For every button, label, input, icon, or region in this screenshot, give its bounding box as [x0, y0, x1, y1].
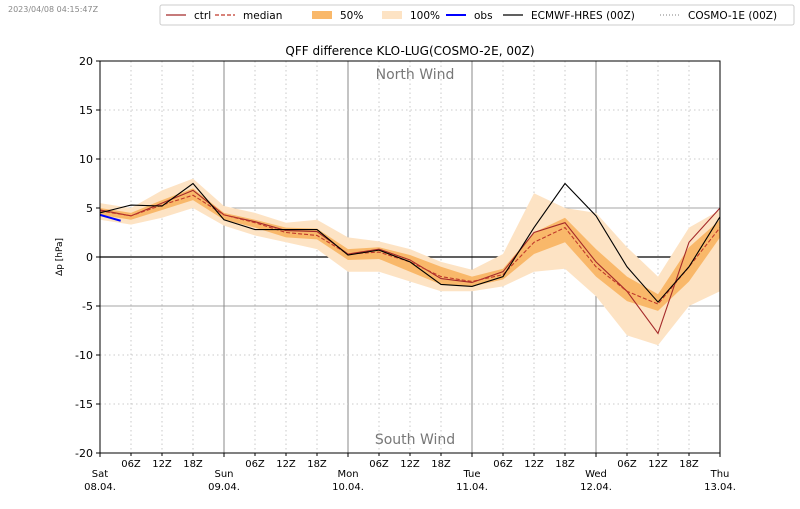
- y-axis-label: Δp [hPa]: [55, 238, 65, 276]
- band-50pct: [100, 188, 720, 311]
- series-ecmwf-hres-00z-: [99, 182, 721, 303]
- legend-label: COSMO-1E (00Z): [688, 10, 777, 22]
- y-tick-label: 0: [86, 251, 93, 264]
- annotation-north-wind: North Wind: [376, 67, 455, 83]
- x-hour-label: 12Z: [152, 459, 172, 470]
- series-obs: [99, 213, 121, 222]
- series-median: [99, 194, 721, 305]
- x-hour-label: 06Z: [369, 459, 389, 470]
- y-tick-label: 20: [79, 55, 93, 68]
- legend-label: ctrl: [194, 10, 211, 22]
- y-tick-label: 10: [79, 153, 93, 166]
- x-hour-label: 18Z: [431, 459, 451, 470]
- legend-label: ECMWF-HRES (00Z): [531, 10, 635, 22]
- x-date-label: 11.04.: [456, 482, 488, 493]
- x-hour-label: 12Z: [524, 459, 544, 470]
- x-hour-label: 12Z: [648, 459, 668, 470]
- x-day-label: Sat: [92, 469, 108, 480]
- series-ctrl: [99, 189, 721, 335]
- x-day-label: Tue: [462, 469, 480, 480]
- x-hour-label: 06Z: [617, 459, 637, 470]
- annotation-south-wind: South Wind: [375, 432, 455, 448]
- x-hour-label: 06Z: [245, 459, 265, 470]
- x-hour-label: 18Z: [307, 459, 327, 470]
- x-hour-label: 18Z: [183, 459, 203, 470]
- y-tick-label: -15: [75, 398, 93, 411]
- x-day-label: Sun: [214, 469, 233, 480]
- x-date-label: 09.04.: [208, 482, 240, 493]
- x-hour-label: 18Z: [555, 459, 575, 470]
- x-date-label: 13.04.: [704, 482, 736, 493]
- legend-label: 50%: [340, 10, 363, 22]
- x-date-label: 10.04.: [332, 482, 364, 493]
- x-date-label: 08.04.: [84, 482, 116, 493]
- x-hour-label: 12Z: [276, 459, 296, 470]
- y-tick-label: -5: [82, 300, 93, 313]
- timestamp: 2023/04/08 04:15:47Z: [8, 5, 99, 14]
- y-tick-label: -10: [75, 349, 93, 362]
- x-day-label: Thu: [710, 469, 730, 480]
- x-day-label: Wed: [585, 469, 607, 480]
- x-hour-label: 12Z: [400, 459, 420, 470]
- legend-swatch: [312, 11, 332, 19]
- legend-label: median: [243, 10, 282, 22]
- legend-swatch: [382, 11, 402, 19]
- y-tick-label: -20: [75, 447, 93, 460]
- x-day-label: Mon: [337, 469, 358, 480]
- x-date-label: 12.04.: [580, 482, 612, 493]
- legend-box: [159, 4, 795, 26]
- chart-title: QFF difference KLO-LUG(COSMO-2E, 00Z): [285, 44, 534, 58]
- y-tick-label: 5: [86, 202, 93, 215]
- x-hour-label: 06Z: [121, 459, 141, 470]
- x-hour-label: 18Z: [679, 459, 699, 470]
- legend-label: 100%: [410, 10, 440, 22]
- y-tick-label: 15: [79, 104, 93, 117]
- x-hour-label: 06Z: [493, 459, 513, 470]
- legend-label: obs: [474, 10, 493, 22]
